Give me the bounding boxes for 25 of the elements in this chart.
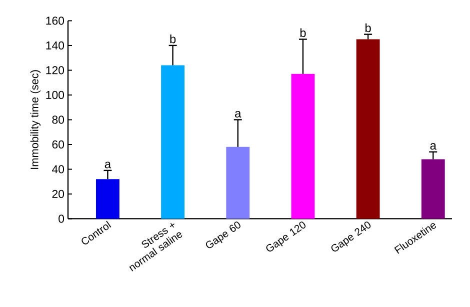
bar (291, 74, 315, 219)
x-tick-label: Gape 120 (266, 222, 306, 252)
y-tick-label: 20 (52, 190, 64, 198)
bar (96, 179, 120, 219)
annotation: b (170, 34, 176, 44)
annotation: a (235, 110, 242, 118)
y-tick-label: 160 (46, 16, 64, 25)
y-tick-label: 100 (46, 90, 64, 100)
y-tick-label: 60 (52, 140, 64, 149)
y-tick-label: 0 (58, 214, 64, 223)
annotation: a (104, 162, 112, 168)
y-tick-label: 140 (46, 41, 64, 50)
annotation: a (430, 143, 436, 150)
annotation: b (300, 28, 306, 38)
bar (421, 159, 445, 219)
y-tick-label: 40 (52, 165, 64, 174)
x-tick-label: Gape 240 (331, 222, 371, 252)
x-tick-label: Gape 60 (206, 222, 240, 248)
annotation: b (365, 23, 371, 32)
y-axis-title: Immobility time (sec) (30, 70, 41, 169)
y-tick-label: 80 (52, 116, 64, 124)
bar (161, 65, 185, 219)
bar (356, 39, 380, 219)
bar (226, 146, 250, 219)
y-tick-label: 120 (46, 66, 64, 74)
